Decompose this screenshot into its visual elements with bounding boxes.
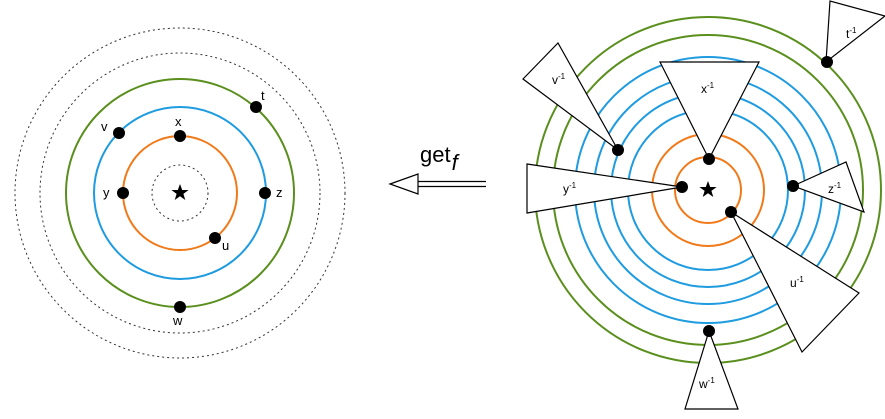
point-label-u: u bbox=[222, 238, 229, 253]
triangle-v-inverse: v-1 bbox=[522, 42, 624, 156]
triangle-label-v: v-1 bbox=[552, 72, 566, 87]
triangle-label-y: y-1 bbox=[563, 181, 577, 196]
point-y: y bbox=[103, 185, 129, 200]
triangle-x-inverse: x-1 bbox=[659, 61, 760, 165]
point-label-v: v bbox=[101, 119, 108, 134]
point-label-z: z bbox=[276, 185, 283, 200]
left-dotted-ring-middle bbox=[39, 52, 321, 334]
point-label-x: x bbox=[175, 114, 182, 129]
triangle-w-inverse: w-1 bbox=[684, 325, 739, 410]
point-t: t bbox=[250, 88, 265, 113]
point-w: w bbox=[172, 301, 186, 328]
point-label-t: t bbox=[261, 88, 265, 103]
point-label-w: w bbox=[172, 313, 183, 328]
triangle-y-inverse: y-1 bbox=[526, 163, 688, 214]
star-icon bbox=[171, 184, 189, 200]
point-z: z bbox=[259, 185, 283, 200]
right-diagram: t-1 v-1 x-1 y-1 z-1 u-1 bbox=[522, 0, 885, 410]
point-label-y: y bbox=[103, 185, 110, 200]
triangle-label-x: x-1 bbox=[701, 81, 715, 96]
left-diagram: t v x y z u w bbox=[14, 27, 346, 359]
point-v: v bbox=[101, 119, 125, 139]
star-icon bbox=[699, 181, 717, 197]
left-dotted-ring-outer bbox=[14, 27, 346, 359]
triangle-z-inverse: z-1 bbox=[787, 161, 865, 214]
triangle-label-w: w-1 bbox=[698, 376, 715, 391]
triangle-t-inverse: t-1 bbox=[821, 0, 885, 68]
triangle-label-u: u-1 bbox=[790, 275, 804, 290]
point-u: u bbox=[209, 232, 229, 253]
arrow-label: getf bbox=[420, 142, 461, 175]
get-f-arrow: getf bbox=[388, 142, 486, 195]
left-dotted-ring-inner bbox=[151, 164, 209, 222]
triangle-u-inverse: u-1 bbox=[725, 206, 860, 354]
triangle-label-z: z-1 bbox=[828, 181, 842, 196]
triangle-label-t: t-1 bbox=[846, 26, 857, 41]
point-x: x bbox=[174, 114, 186, 142]
double-arrow-left-icon bbox=[388, 173, 486, 195]
